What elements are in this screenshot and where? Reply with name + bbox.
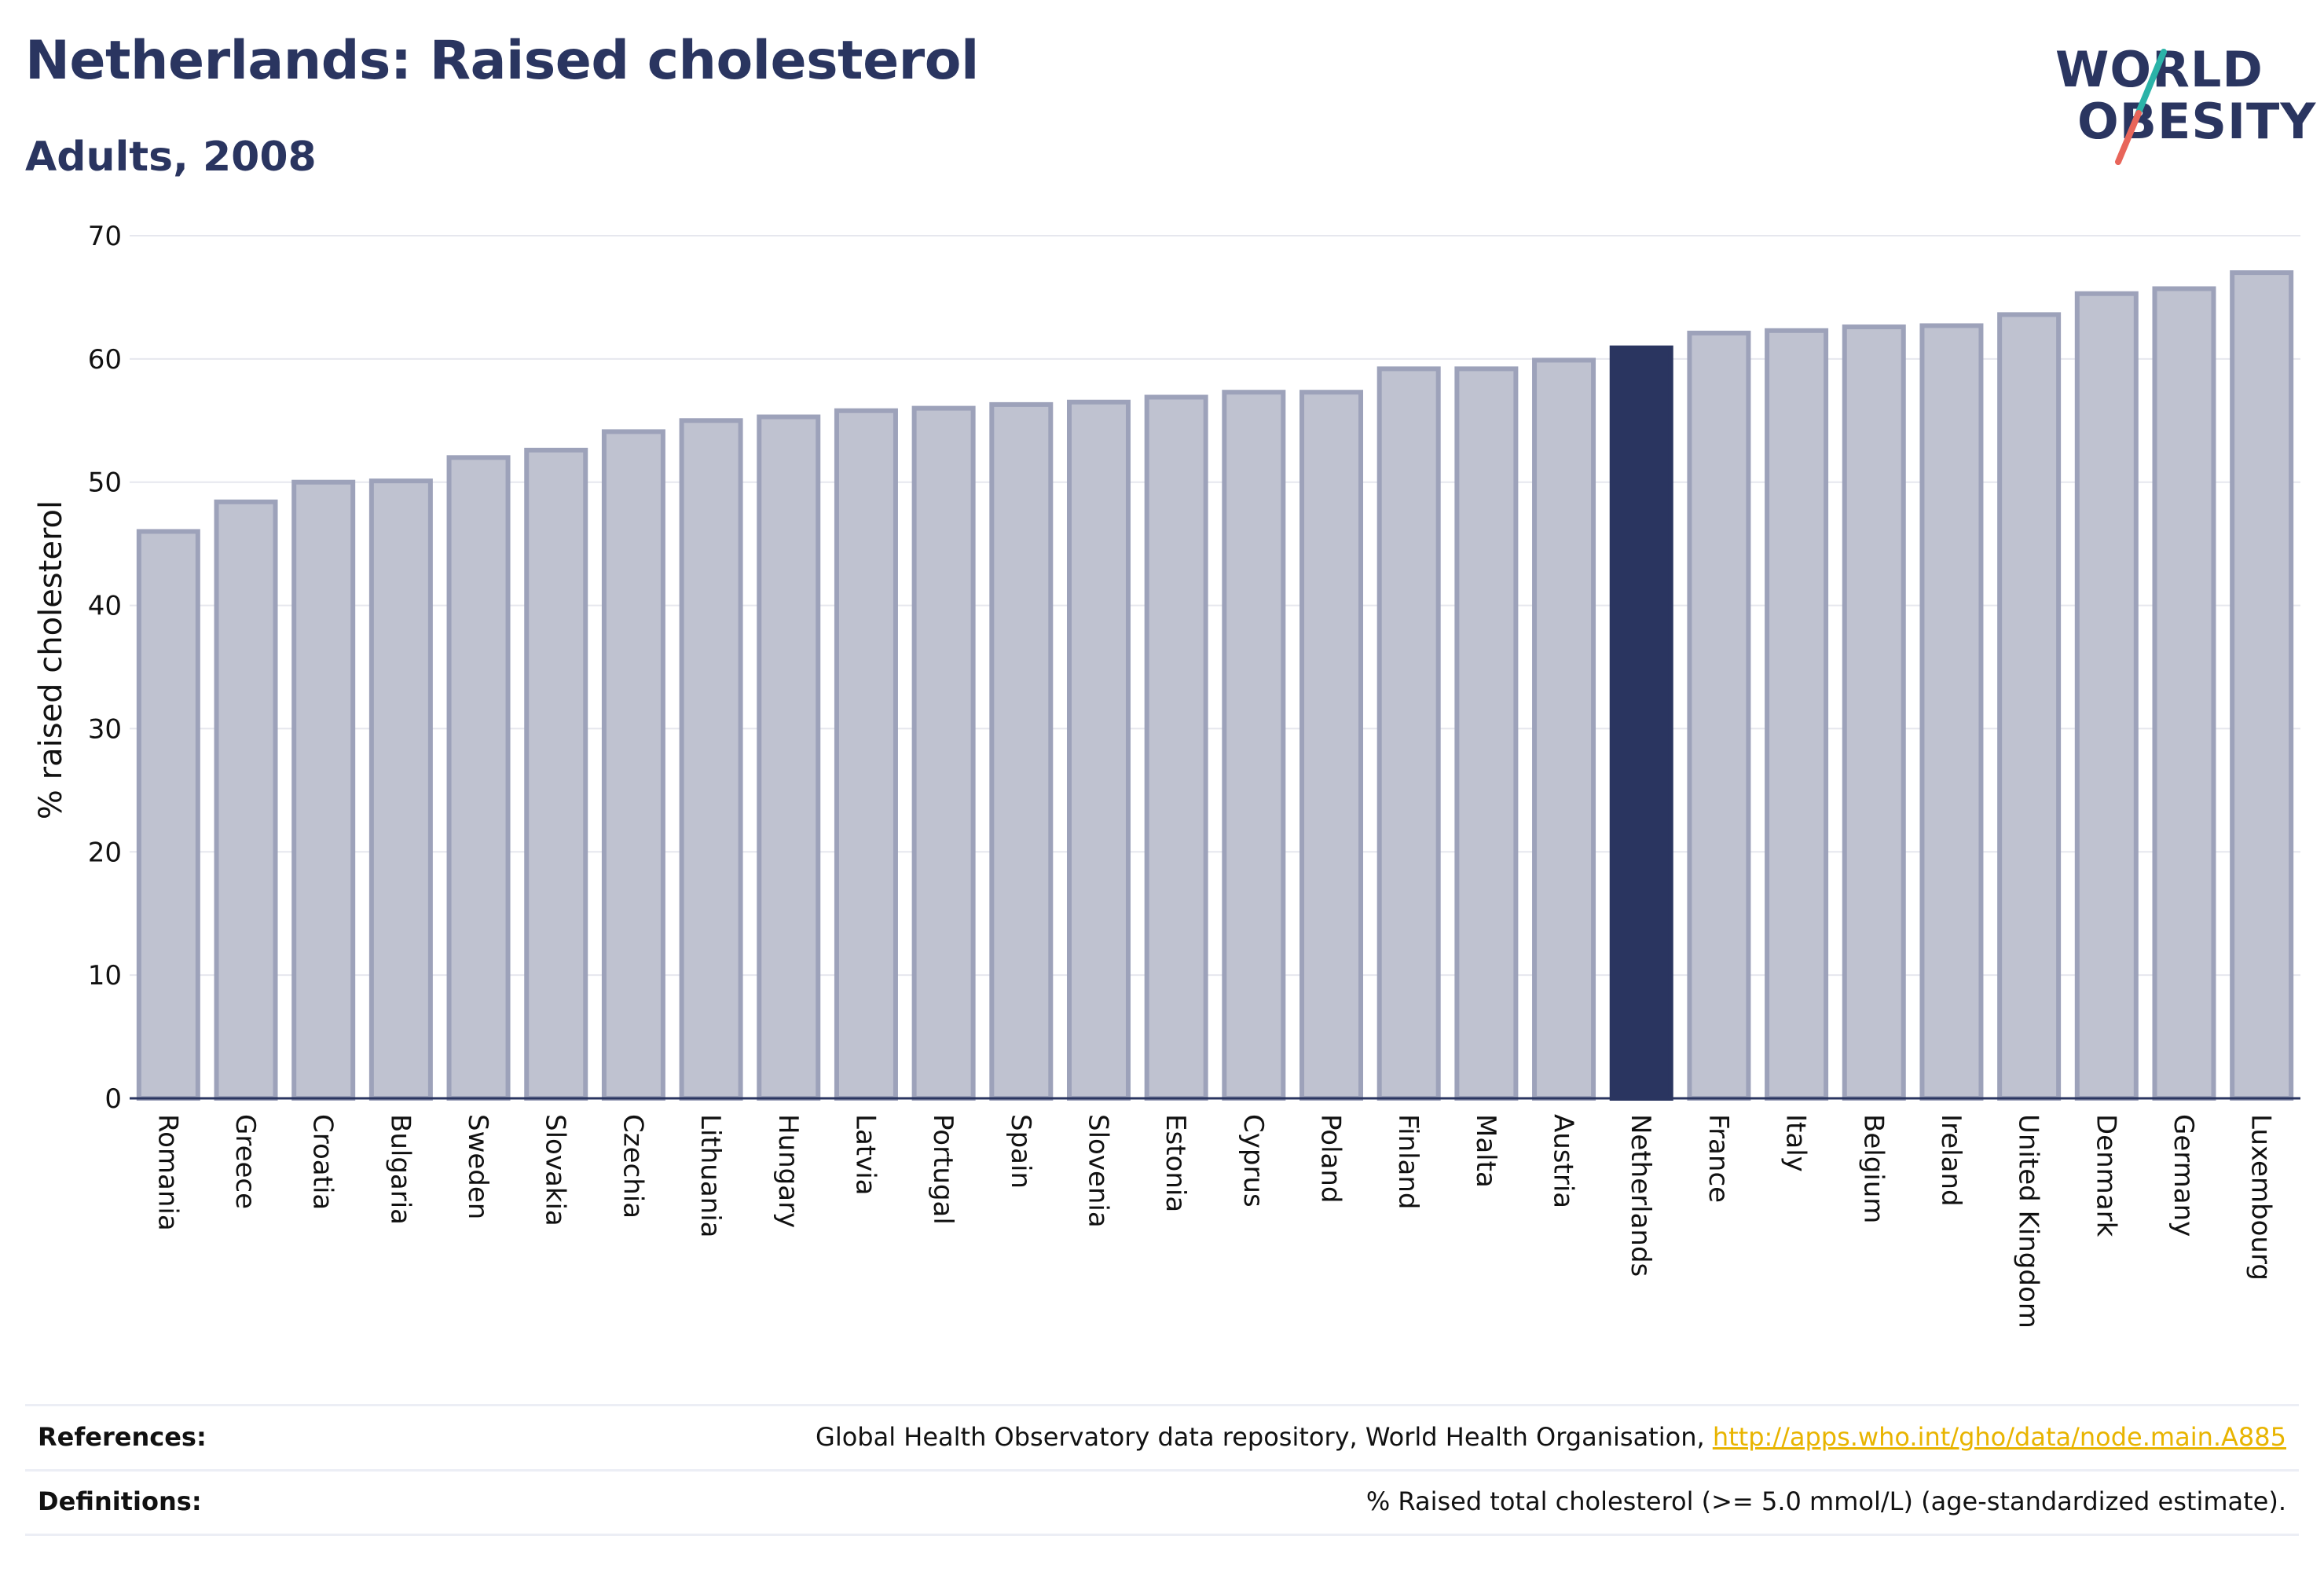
logo-line2: OBESITY xyxy=(2077,93,2317,150)
y-tick-label: 20 xyxy=(88,837,122,868)
bar-greece xyxy=(214,499,278,1101)
bar-sweden xyxy=(446,455,511,1101)
y-tick-label: 70 xyxy=(88,221,122,252)
x-tick-label: Denmark xyxy=(2090,1114,2121,1237)
bars xyxy=(136,270,2294,1101)
bar-poland xyxy=(1299,390,1364,1101)
x-tick-label: Romania xyxy=(152,1114,183,1231)
references-label: References: xyxy=(38,1422,207,1452)
x-tick-label: Luxembourg xyxy=(2245,1114,2277,1281)
x-tick-label: Bulgaria xyxy=(384,1114,416,1225)
y-axis-ticks: 0 10 20 30 40 50 60 70 xyxy=(88,221,122,1115)
references-text: Global Health Observatory data repositor… xyxy=(816,1422,1713,1452)
bar-malta xyxy=(1454,366,1519,1101)
logo-slash-icon xyxy=(2115,49,2167,165)
footer-divider-top xyxy=(25,1404,2299,1406)
y-tick-label: 60 xyxy=(88,344,122,376)
x-tick-label: Croatia xyxy=(307,1114,339,1210)
y-axis-title: % raised cholesterol xyxy=(33,500,69,819)
bar-croatia xyxy=(291,479,356,1101)
bar-estonia xyxy=(1144,394,1208,1101)
bar-latvia xyxy=(834,408,898,1101)
bar-denmark xyxy=(2074,291,2139,1101)
x-tick-label: Netherlands xyxy=(1625,1114,1656,1277)
x-tick-label: Czechia xyxy=(617,1114,648,1219)
bar-finland xyxy=(1376,366,1441,1101)
x-tick-label: Portugal xyxy=(927,1114,959,1225)
bar-portugal xyxy=(911,405,976,1101)
x-tick-label: Finland xyxy=(1392,1114,1424,1210)
x-tick-label: Italy xyxy=(1780,1114,1812,1172)
world-obesity-logo: WORLD OBESITY xyxy=(2043,24,2315,165)
y-tick-label: 50 xyxy=(88,467,122,499)
x-tick-label: France xyxy=(1703,1114,1734,1203)
bar-hungary xyxy=(757,414,821,1101)
chart-title: Netherlands: Raised cholesterol xyxy=(25,30,979,92)
bar-cyprus xyxy=(1222,390,1286,1101)
x-tick-label: Ireland xyxy=(1935,1114,1967,1207)
bar-netherlands xyxy=(1609,345,1673,1101)
bar-ireland xyxy=(1919,323,1984,1101)
bar-lithuania xyxy=(679,418,743,1101)
x-axis-ticks: Romania Greece Croatia Bulgaria Sweden Slovak… xyxy=(152,1114,2276,1329)
bar-slovakia xyxy=(524,447,588,1101)
definitions-label: Definitions: xyxy=(38,1486,202,1516)
x-tick-label: Malta xyxy=(1470,1114,1501,1188)
bar-italy xyxy=(1765,328,1829,1101)
x-tick-label: Hungary xyxy=(772,1114,804,1228)
bar-spain xyxy=(989,401,1054,1101)
bar-romania xyxy=(136,529,200,1101)
x-tick-label: Greece xyxy=(229,1114,261,1209)
x-tick-label: Austria xyxy=(1548,1114,1579,1208)
references-value: Global Health Observatory data repositor… xyxy=(816,1422,2286,1452)
y-tick-label: 40 xyxy=(88,591,122,622)
footer-divider-bottom xyxy=(25,1534,2299,1536)
x-tick-label: Slovenia xyxy=(1082,1114,1113,1228)
y-tick-label: 0 xyxy=(104,1083,122,1115)
bar-belgium xyxy=(1842,324,1906,1101)
bar-luxembourg xyxy=(2230,270,2294,1101)
footer-divider-mid xyxy=(25,1469,2299,1472)
x-tick-label: Latvia xyxy=(849,1114,881,1196)
x-tick-label: Lithuania xyxy=(695,1114,726,1237)
y-tick-label: 30 xyxy=(88,713,122,745)
x-tick-label: Sweden xyxy=(462,1114,493,1219)
chart-subtitle: Adults, 2008 xyxy=(25,134,317,181)
references-link[interactable]: http://apps.who.int/gho/data/node.main.A… xyxy=(1712,1422,2286,1452)
bar-slovenia xyxy=(1066,399,1131,1101)
x-tick-label: Spain xyxy=(1005,1114,1036,1189)
x-tick-label: Belgium xyxy=(1857,1114,1889,1223)
bar-austria xyxy=(1532,357,1596,1101)
bar-germany xyxy=(2152,286,2216,1101)
bar-czechia xyxy=(601,429,665,1101)
x-tick-label: Estonia xyxy=(1160,1114,1191,1212)
bar-bulgaria xyxy=(368,478,433,1101)
x-tick-label: Germany xyxy=(2168,1114,2199,1237)
definitions-value: % Raised total cholesterol (>= 5.0 mmol/… xyxy=(1365,1486,2286,1516)
y-tick-label: 10 xyxy=(88,960,122,991)
x-tick-label: Poland xyxy=(1315,1114,1347,1204)
x-tick-label: Slovakia xyxy=(540,1114,571,1226)
x-tick-label: United Kingdom xyxy=(2013,1114,2044,1329)
bar-france xyxy=(1687,330,1751,1101)
bar-chart: 0 10 20 30 40 50 60 70 Romania Greece Croatia Bulg… xyxy=(33,221,2300,1329)
x-tick-label: Cyprus xyxy=(1237,1114,1269,1208)
bar-united-kingdom xyxy=(1997,312,2062,1101)
